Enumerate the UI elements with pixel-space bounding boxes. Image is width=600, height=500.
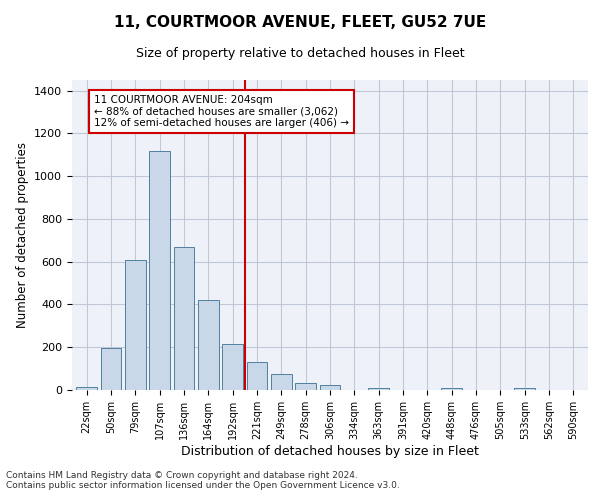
Bar: [271, 374, 292, 390]
Bar: [198, 300, 218, 390]
Y-axis label: Number of detached properties: Number of detached properties: [16, 142, 29, 328]
Bar: [295, 382, 316, 390]
Bar: [149, 150, 170, 390]
Bar: [125, 260, 146, 390]
Bar: [514, 388, 535, 390]
Text: 11, COURTMOOR AVENUE, FLEET, GU52 7UE: 11, COURTMOOR AVENUE, FLEET, GU52 7UE: [114, 15, 486, 30]
Text: Contains public sector information licensed under the Open Government Licence v3: Contains public sector information licen…: [6, 481, 400, 490]
Text: Contains HM Land Registry data © Crown copyright and database right 2024.: Contains HM Land Registry data © Crown c…: [6, 471, 358, 480]
Bar: [247, 362, 268, 390]
Bar: [368, 388, 389, 390]
Bar: [442, 388, 462, 390]
X-axis label: Distribution of detached houses by size in Fleet: Distribution of detached houses by size …: [181, 444, 479, 458]
Bar: [222, 344, 243, 390]
Bar: [76, 387, 97, 390]
Text: 11 COURTMOOR AVENUE: 204sqm
← 88% of detached houses are smaller (3,062)
12% of : 11 COURTMOOR AVENUE: 204sqm ← 88% of det…: [94, 95, 349, 128]
Bar: [173, 247, 194, 390]
Text: Size of property relative to detached houses in Fleet: Size of property relative to detached ho…: [136, 48, 464, 60]
Bar: [101, 348, 121, 390]
Bar: [320, 384, 340, 390]
